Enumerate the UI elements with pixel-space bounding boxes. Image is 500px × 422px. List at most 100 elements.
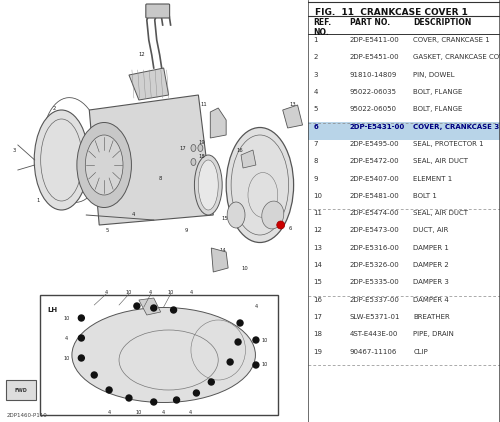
Ellipse shape <box>34 110 89 210</box>
Text: 10: 10 <box>262 338 268 343</box>
Circle shape <box>151 399 156 405</box>
Text: 4: 4 <box>108 409 110 414</box>
Text: BOLT, FLANGE: BOLT, FLANGE <box>414 89 463 95</box>
Polygon shape <box>90 95 214 225</box>
Text: 16: 16 <box>314 297 322 303</box>
Text: 10: 10 <box>64 355 70 360</box>
Text: 4ST-E443E-00: 4ST-E443E-00 <box>350 331 398 337</box>
Text: 2DP-E5411-00: 2DP-E5411-00 <box>350 37 400 43</box>
Circle shape <box>151 305 156 311</box>
Text: PIN, DOWEL: PIN, DOWEL <box>414 72 455 78</box>
Bar <box>40 295 278 415</box>
Text: 1: 1 <box>36 197 40 203</box>
Text: 19: 19 <box>198 140 204 144</box>
Text: SEAL, PROTECTOR 1: SEAL, PROTECTOR 1 <box>414 141 484 147</box>
Text: 9: 9 <box>314 176 318 181</box>
Ellipse shape <box>191 144 196 151</box>
Text: GASKET, CRANKCASE COVER 1: GASKET, CRANKCASE COVER 1 <box>414 54 500 60</box>
Text: 2DP-E5337-00: 2DP-E5337-00 <box>350 297 400 303</box>
Text: 2DP-E5472-00: 2DP-E5472-00 <box>350 158 400 164</box>
Circle shape <box>208 379 214 385</box>
Text: 16: 16 <box>236 148 244 152</box>
Circle shape <box>194 390 200 396</box>
Text: COVER, CRANKCASE 1: COVER, CRANKCASE 1 <box>414 37 490 43</box>
Text: 91810-14809: 91810-14809 <box>350 72 397 78</box>
Text: SLW-E5371-01: SLW-E5371-01 <box>350 314 401 320</box>
Text: 2DP-E5431-00: 2DP-E5431-00 <box>350 124 405 130</box>
Text: 14: 14 <box>314 262 322 268</box>
Text: 2DP-E5451-00: 2DP-E5451-00 <box>350 54 400 60</box>
Text: 3: 3 <box>314 72 318 78</box>
Text: BOLT 1: BOLT 1 <box>414 193 437 199</box>
Text: 12: 12 <box>138 52 145 57</box>
Text: 18: 18 <box>198 154 204 159</box>
Polygon shape <box>282 105 302 128</box>
Ellipse shape <box>198 160 218 210</box>
Polygon shape <box>210 108 226 138</box>
Text: 95022-06035: 95022-06035 <box>350 89 397 95</box>
Ellipse shape <box>77 122 132 208</box>
Text: BOLT, FLANGE: BOLT, FLANGE <box>414 106 463 112</box>
Text: REF.
NO.: REF. NO. <box>314 18 332 37</box>
Circle shape <box>92 372 97 378</box>
Ellipse shape <box>198 144 203 151</box>
Text: 10: 10 <box>314 193 322 199</box>
Text: 10: 10 <box>64 316 70 320</box>
Circle shape <box>235 339 241 345</box>
Text: 2DP-E5326-00: 2DP-E5326-00 <box>350 262 400 268</box>
Text: 2DP-E5335-00: 2DP-E5335-00 <box>350 279 400 285</box>
Text: 17: 17 <box>314 314 322 320</box>
Text: 1: 1 <box>314 37 318 43</box>
Text: DUCT, AIR: DUCT, AIR <box>414 227 449 233</box>
Text: 8: 8 <box>314 158 318 164</box>
Text: DAMPER 2: DAMPER 2 <box>414 262 449 268</box>
Text: BREATHER: BREATHER <box>414 314 450 320</box>
Circle shape <box>134 303 140 309</box>
Text: 13: 13 <box>290 103 296 108</box>
Ellipse shape <box>72 308 256 403</box>
Text: CLIP: CLIP <box>414 349 428 354</box>
Bar <box>6 380 36 400</box>
Text: 11: 11 <box>200 103 206 108</box>
Text: 17: 17 <box>179 146 186 151</box>
Text: 11: 11 <box>314 210 322 216</box>
Text: 2DP-E5474-00: 2DP-E5474-00 <box>350 210 400 216</box>
Text: 4: 4 <box>162 409 165 414</box>
Text: 6: 6 <box>314 124 318 130</box>
Circle shape <box>78 355 84 361</box>
Text: DAMPER 1: DAMPER 1 <box>414 245 449 251</box>
Text: 2: 2 <box>314 54 318 60</box>
Text: 4: 4 <box>132 213 136 217</box>
Text: 15: 15 <box>314 279 322 285</box>
Circle shape <box>253 362 259 368</box>
Text: 4: 4 <box>189 409 192 414</box>
Text: 2DP-E5407-00: 2DP-E5407-00 <box>350 176 400 181</box>
Circle shape <box>78 315 84 321</box>
Text: 9: 9 <box>185 227 188 233</box>
Text: 13: 13 <box>314 245 322 251</box>
Circle shape <box>170 307 176 313</box>
Circle shape <box>277 221 284 229</box>
Text: 2DP-E5473-00: 2DP-E5473-00 <box>350 227 400 233</box>
Text: ELEMENT 1: ELEMENT 1 <box>414 176 453 181</box>
Text: DAMPER 4: DAMPER 4 <box>414 297 449 303</box>
Text: 14: 14 <box>220 247 226 252</box>
Text: 4: 4 <box>190 289 193 295</box>
Text: FIG.  11  CRANKCASE COVER 1: FIG. 11 CRANKCASE COVER 1 <box>315 8 468 16</box>
Circle shape <box>174 397 180 403</box>
Text: 2DP-E5316-00: 2DP-E5316-00 <box>350 245 400 251</box>
Text: 10: 10 <box>262 362 268 368</box>
Text: 90467-11106: 90467-11106 <box>350 349 397 354</box>
Text: 10: 10 <box>242 265 248 271</box>
Text: 2DP-E5495-00: 2DP-E5495-00 <box>350 141 400 147</box>
Polygon shape <box>139 298 160 315</box>
Circle shape <box>253 337 259 343</box>
Ellipse shape <box>226 127 294 243</box>
Text: 5: 5 <box>314 106 318 112</box>
Circle shape <box>237 320 243 326</box>
Polygon shape <box>212 248 228 272</box>
Text: SEAL, AIR DUCT: SEAL, AIR DUCT <box>414 210 469 216</box>
Text: 7: 7 <box>314 141 318 147</box>
Text: PIPE, DRAIN: PIPE, DRAIN <box>414 331 454 337</box>
Circle shape <box>126 395 132 401</box>
